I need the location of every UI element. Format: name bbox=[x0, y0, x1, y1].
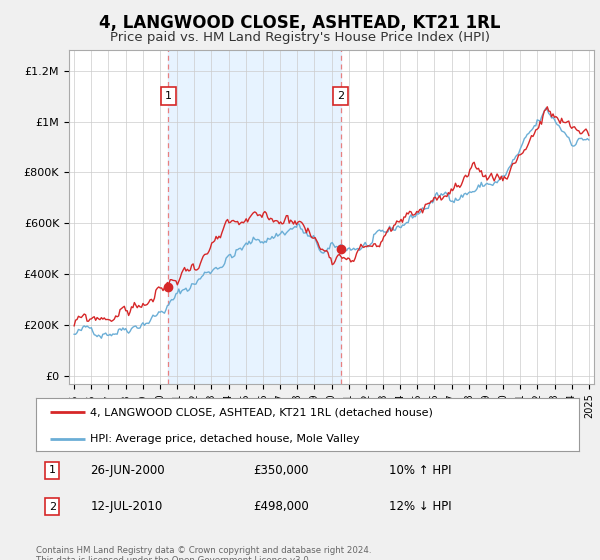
Text: £350,000: £350,000 bbox=[253, 464, 309, 477]
Text: 2: 2 bbox=[49, 502, 56, 511]
Text: 2: 2 bbox=[337, 91, 344, 101]
Text: 4, LANGWOOD CLOSE, ASHTEAD, KT21 1RL (detached house): 4, LANGWOOD CLOSE, ASHTEAD, KT21 1RL (de… bbox=[91, 408, 433, 418]
Text: Contains HM Land Registry data © Crown copyright and database right 2024.
This d: Contains HM Land Registry data © Crown c… bbox=[36, 546, 371, 560]
Text: 10% ↑ HPI: 10% ↑ HPI bbox=[389, 464, 451, 477]
Text: 1: 1 bbox=[165, 91, 172, 101]
Bar bbox=[169, 50, 341, 384]
Text: £498,000: £498,000 bbox=[253, 500, 309, 513]
Text: 12-JUL-2010: 12-JUL-2010 bbox=[91, 500, 163, 513]
Text: 4, LANGWOOD CLOSE, ASHTEAD, KT21 1RL: 4, LANGWOOD CLOSE, ASHTEAD, KT21 1RL bbox=[99, 14, 501, 32]
Text: 12% ↓ HPI: 12% ↓ HPI bbox=[389, 500, 452, 513]
Text: 1: 1 bbox=[49, 465, 56, 475]
Text: 26-JUN-2000: 26-JUN-2000 bbox=[91, 464, 165, 477]
Text: HPI: Average price, detached house, Mole Valley: HPI: Average price, detached house, Mole… bbox=[91, 434, 360, 444]
Text: Price paid vs. HM Land Registry's House Price Index (HPI): Price paid vs. HM Land Registry's House … bbox=[110, 31, 490, 44]
